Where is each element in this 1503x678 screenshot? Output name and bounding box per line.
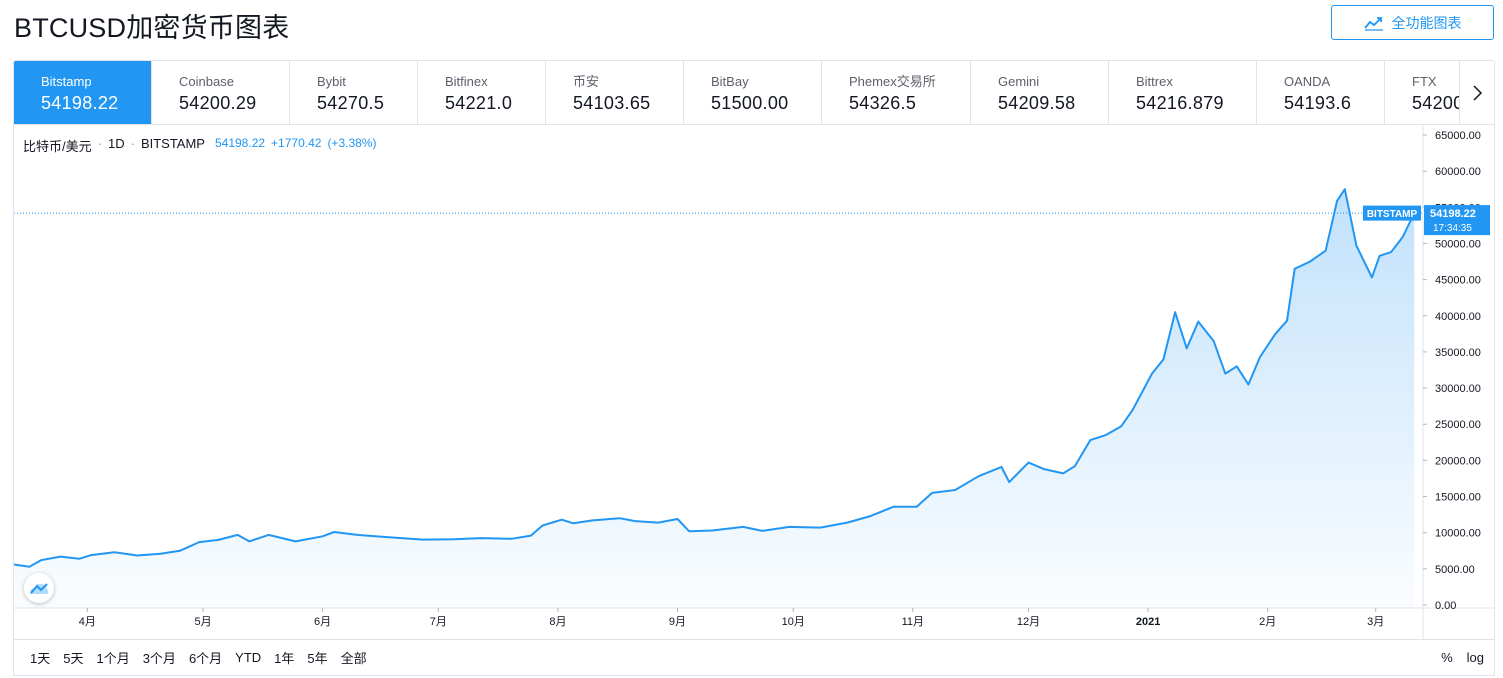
range-5d[interactable]: 5天 (63, 651, 84, 666)
y-tick-label: 35000.00 (1435, 347, 1481, 359)
x-tick-label: 2021 (1136, 616, 1160, 628)
exchange-price: 51500.00 (711, 93, 789, 113)
legend-sep: · (97, 136, 102, 151)
exchange-price: 54221.0 (445, 93, 513, 113)
legend-exchange: BITSTAMP (140, 136, 205, 151)
range-3m[interactable]: 3个月 (142, 651, 176, 666)
exchange-name: FTX (1412, 74, 1437, 89)
exchange-tab-oanda[interactable]: OANDA 54193.6 (1257, 61, 1385, 124)
chart-panel[interactable]: 0.00 5000.00 10000.00 15000.00 20000.00 25000… (13, 124, 1495, 676)
exchange-tab-bittrex[interactable]: Bittrex 54216.879 (1109, 61, 1257, 124)
exchange-tab-bitfinex[interactable]: Bitfinex 54221.0 (418, 61, 546, 124)
y-tick-label: 15000.00 (1435, 492, 1481, 504)
exchange-tab-bitbay[interactable]: BitBay 51500.00 (684, 61, 822, 124)
range-1y[interactable]: 1年 (274, 651, 295, 666)
exchange-name: Gemini (998, 74, 1040, 89)
y-tick-label: 50000.00 (1435, 238, 1481, 250)
exchange-name: Bybit (317, 74, 346, 89)
y-tick-label: 5000.00 (1435, 564, 1475, 576)
cloud-logo-icon (30, 583, 49, 594)
x-tick-label: 3月 (1367, 616, 1384, 628)
exchange-name: BitBay (711, 74, 749, 89)
exchange-price: 54326.5 (849, 93, 917, 113)
price-chart[interactable]: 0.00 5000.00 10000.00 15000.00 20000.00 25000… (14, 125, 1494, 639)
exchange-price: 54198.22 (41, 93, 119, 113)
exchange-tab-gemini[interactable]: Gemini 54209.58 (971, 61, 1109, 124)
x-tick-label: 10月 (782, 616, 805, 628)
exchange-price: 54200 (1412, 93, 1464, 113)
range-ytd[interactable]: YTD (235, 650, 262, 665)
x-tick-label: 4月 (79, 616, 96, 628)
x-tick-label: 5月 (194, 616, 211, 628)
exchange-price: 54270.5 (317, 93, 385, 113)
percent-scale-button[interactable]: % (1441, 650, 1453, 665)
x-tick-label: 6月 (314, 616, 331, 628)
chevron-right-icon (1473, 85, 1483, 101)
countdown-value: 17:34:35 (1433, 223, 1472, 234)
exchange-tab-binance[interactable]: 币安 54103.65 (546, 61, 684, 124)
x-tick-label: 8月 (549, 616, 566, 628)
range-1d[interactable]: 1天 (30, 651, 51, 666)
exchange-name: Phemex交易所 (849, 74, 936, 89)
last-price-value: 54198.22 (1430, 208, 1476, 220)
y-tick-label: 30000.00 (1435, 383, 1481, 395)
tradingview-logo[interactable] (24, 573, 54, 603)
y-tick-label: 45000.00 (1435, 275, 1481, 287)
legend-last: 54198.22 (214, 136, 266, 150)
exchange-name: 币安 (573, 74, 600, 89)
exchange-price-tag (1363, 205, 1421, 221)
exchange-price: 54216.879 (1136, 93, 1224, 113)
range-all[interactable]: 全部 (340, 651, 367, 666)
y-tick-label: 10000.00 (1435, 528, 1481, 540)
exchange-tab-phemex[interactable]: Phemex交易所 54326.5 (822, 61, 971, 124)
chart-legend: 比特币/美元 · 1D · BITSTAMP 54198.22 +1770.42… (23, 136, 376, 155)
full-chart-label: 全功能图表 (1391, 14, 1462, 31)
exchange-tabs: Bitstamp 54198.22 Coinbase 54200.29 Bybi… (13, 60, 1495, 124)
exchange-price: 54209.58 (998, 93, 1076, 113)
y-tick-label: 40000.00 (1435, 311, 1481, 323)
exchange-tab-bitstamp[interactable]: Bitstamp 54198.22 (14, 61, 152, 124)
legend-symbol: 比特币/美元 (23, 139, 92, 154)
x-tick-label: 11月 (902, 616, 924, 628)
x-tick-label: 12月 (1017, 616, 1040, 628)
legend-interval: 1D (107, 136, 125, 151)
next-exchanges-button[interactable] (1459, 61, 1494, 124)
full-chart-button[interactable]: 全功能图表 (1331, 5, 1494, 40)
exchange-tab-ftx[interactable]: FTX 54200 (1385, 61, 1494, 124)
range-1m[interactable]: 1个月 (96, 651, 130, 666)
scale-buttons: % log (1441, 650, 1484, 665)
chart-trend-icon (1363, 16, 1383, 31)
y-tick-label: 60000.00 (1435, 166, 1481, 178)
y-tick-label: 25000.00 (1435, 419, 1481, 431)
exchange-price: 54200.29 (179, 93, 257, 113)
legend-change: +1770.42 (271, 136, 322, 150)
price-line (14, 188, 1416, 568)
exchange-name: Bitfinex (445, 74, 488, 89)
last-price-box (1424, 205, 1490, 236)
y-tick-label: 20000.00 (1435, 455, 1481, 467)
y-tick-label: 0.00 (1435, 600, 1456, 612)
exchange-price: 54193.6 (1284, 93, 1352, 113)
y-tick-label: 65000.00 (1435, 130, 1481, 142)
range-6m[interactable]: 6个月 (188, 651, 223, 666)
exchange-name: OANDA (1284, 74, 1331, 89)
exchange-name: Bittrex (1136, 74, 1173, 89)
exchange-name: Coinbase (179, 74, 234, 89)
price-area (14, 189, 1415, 608)
x-tick-label: 2月 (1259, 616, 1276, 628)
exchange-tab-coinbase[interactable]: Coinbase 54200.29 (152, 61, 290, 124)
exchange-name: Bitstamp (41, 74, 92, 89)
legend-change-pct: (+3.38%) (327, 136, 377, 150)
x-tick-label: 9月 (669, 616, 686, 628)
legend-sep: · (130, 136, 135, 151)
page-title: BTCUSD加密货币图表 (14, 13, 290, 43)
log-scale-button[interactable]: log (1466, 650, 1484, 665)
x-tick-label: 7月 (430, 616, 447, 628)
exchange-price: 54103.65 (573, 93, 651, 113)
exchange-price-tag-label: BITSTAMP (1367, 209, 1418, 220)
range-bar: 1天 5天 1个月 3个月 6个月 YTD 1年 5年 全部 % log (14, 639, 1494, 675)
exchange-tab-bybit[interactable]: Bybit 54270.5 (290, 61, 418, 124)
range-5y[interactable]: 5年 (307, 651, 328, 666)
